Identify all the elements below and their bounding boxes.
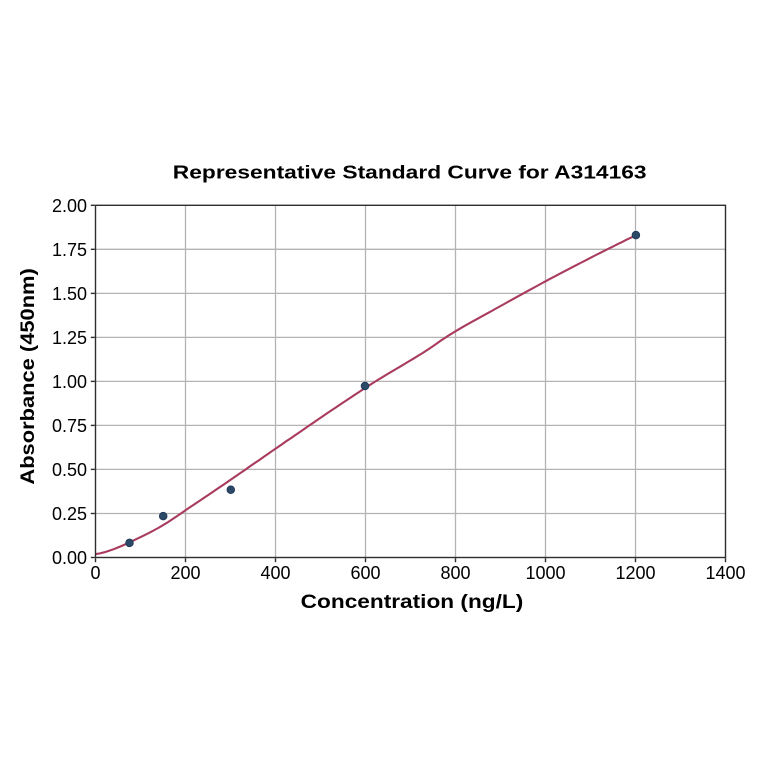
svg-text:1200: 1200 [615,563,655,583]
svg-text:1400: 1400 [705,563,745,583]
svg-text:800: 800 [440,563,470,583]
svg-text:200: 200 [170,563,200,583]
svg-text:1.50: 1.50 [52,284,87,304]
svg-text:2.00: 2.00 [52,196,87,216]
svg-text:0.50: 0.50 [52,460,87,480]
svg-text:0.00: 0.00 [52,548,87,568]
svg-text:0.25: 0.25 [52,504,87,524]
svg-text:0.75: 0.75 [52,416,87,436]
svg-text:1.00: 1.00 [52,372,87,392]
svg-text:Concentration (ng/L): Concentration (ng/L) [301,591,524,613]
svg-text:0: 0 [90,563,100,583]
svg-text:1.75: 1.75 [52,240,87,260]
svg-text:600: 600 [350,563,380,583]
svg-text:1.25: 1.25 [52,328,87,348]
svg-text:400: 400 [260,563,290,583]
svg-text:Absorbance (450nm): Absorbance (450nm) [17,268,39,484]
svg-text:Representative Standard Curve: Representative Standard Curve for A31416… [173,162,647,183]
svg-text:1000: 1000 [525,563,565,583]
